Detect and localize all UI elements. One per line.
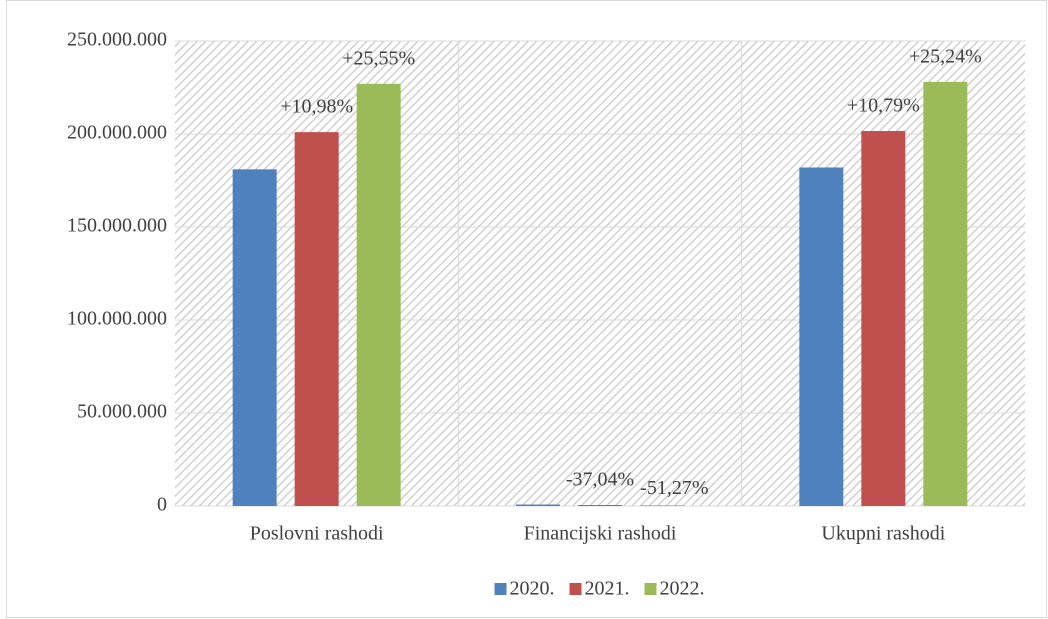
y-tick-label: 250.000.000 [67, 29, 167, 51]
y-tick-label: 0 [157, 494, 167, 516]
bar [799, 167, 844, 507]
y-tick-label: 200.000.000 [67, 122, 167, 144]
legend-swatch [494, 583, 507, 595]
x-tick-label: Ukupni rashodi [821, 523, 945, 545]
y-tick-label: 100.000.000 [67, 308, 167, 330]
bar [861, 131, 906, 507]
legend-label: 2022. [660, 578, 705, 600]
bar [232, 169, 277, 506]
annotation: +10,98% [280, 96, 353, 118]
bar [356, 83, 401, 506]
annotation: -51,27% [640, 477, 708, 499]
bar [578, 505, 622, 506]
annotation: +25,55% [342, 47, 415, 69]
bar [923, 81, 968, 507]
bar [516, 504, 560, 506]
legend-label: 2021. [585, 578, 630, 600]
y-tick-label: 150.000.000 [67, 215, 167, 237]
bar [640, 505, 684, 506]
legend-swatch [569, 583, 582, 595]
bar [294, 132, 339, 506]
y-tick-label: 50.000.000 [77, 401, 167, 423]
annotation: +10,79% [847, 95, 920, 117]
x-tick-label: Financijski rashodi [524, 523, 677, 545]
annotation: +25,24% [909, 46, 982, 68]
x-tick-label: Poslovni rashodi [250, 523, 384, 545]
legend-swatch [644, 583, 657, 595]
legend-label: 2020. [510, 578, 555, 600]
annotation: -37,04% [566, 469, 634, 491]
